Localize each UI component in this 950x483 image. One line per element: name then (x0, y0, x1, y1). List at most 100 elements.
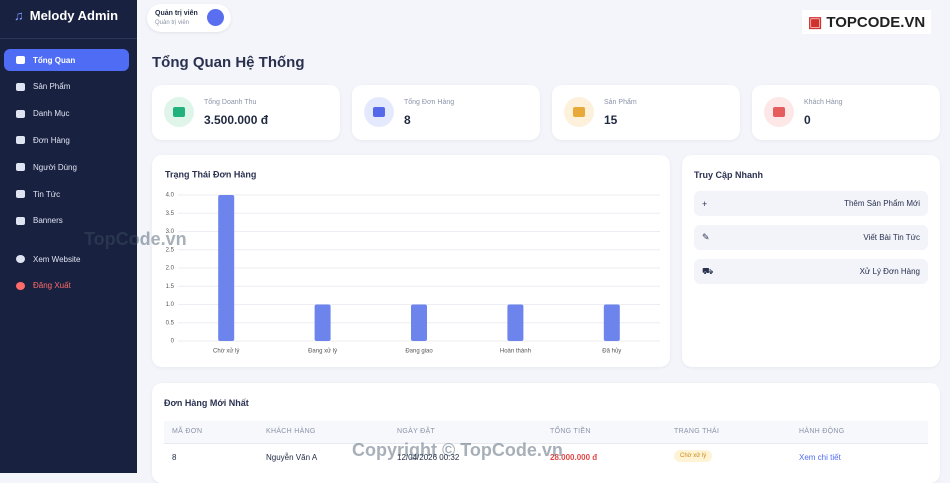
nav-item[interactable]: Xem Website (4, 248, 129, 270)
watermark-text: TOPCODE.VN (826, 14, 926, 31)
nav-label: Tin Tức (33, 189, 61, 199)
bar (314, 304, 331, 341)
nav-item[interactable]: Tổng Quan (4, 49, 129, 71)
quick-label: Xử Lý Đơn Hàng (859, 267, 920, 276)
nav-item[interactable]: Banners (4, 210, 129, 232)
nav-item[interactable]: Đơn Hàng (4, 129, 129, 151)
x-tick-label: Đang xử lý (308, 348, 337, 355)
nav-label: Đơn Hàng (33, 135, 70, 145)
quick-title: Truy Cập Nhanh (694, 170, 764, 180)
y-tick-label: 0.5 (166, 320, 175, 326)
nav-label: Xem Website (33, 254, 81, 264)
nav-icon (16, 163, 25, 172)
stat-card: Khách Hàng 0 (752, 85, 940, 140)
view-link[interactable]: Xem chi tiết (799, 453, 841, 462)
table-cell: Nguyễn Văn A (266, 453, 318, 462)
quick-button[interactable]: ✎ Viết Bài Tin Tức (694, 225, 928, 250)
sidebar: ♫ Melody Admin Tổng Quan Sản Phẩm Danh Mục Đ… (0, 0, 137, 473)
table-cell: 28.000.000 đ (550, 453, 598, 462)
table-card: Đơn Hàng Mới Nhất MÃ ĐƠN KHÁCH HÀNG NGÀY Đ… (152, 383, 940, 483)
nav-icon (16, 281, 25, 290)
avatar (207, 9, 224, 26)
bar (218, 195, 235, 341)
watermark-logo: ▣ TOPCODE.VN (802, 10, 932, 34)
table-header: TRẠNG THÁI (674, 428, 720, 435)
bar (603, 304, 620, 341)
y-tick-label: 1.5 (166, 284, 175, 290)
user-name: Quản trị viên (155, 10, 198, 17)
stat-icon (564, 97, 594, 127)
y-tick-label: 1.0 (166, 302, 175, 308)
table-cell: 12/04/2026 00:32 (397, 453, 460, 462)
table-header: HÀNH ĐỘNG (799, 428, 845, 435)
y-tick-label: 2.5 (166, 247, 175, 253)
nav-item[interactable]: Danh Mục (4, 103, 129, 125)
nav-label: Người Dùng (33, 162, 77, 172)
bar (411, 304, 427, 341)
y-tick-label: 0 (171, 339, 175, 345)
user-role: Quản trị viên (155, 20, 190, 26)
stat-icon-glyph (373, 107, 385, 117)
x-tick-label: Hoàn thành (500, 349, 531, 355)
nav-label: Đăng Xuất (33, 281, 71, 291)
brand-text: Melody Admin (29, 8, 119, 23)
x-tick-label: Đã hủy (602, 348, 621, 355)
chart-card: Trạng Thái Đơn Hàng 0 0.5 1.0 1.5 2.0 2.5 3.0 3… (152, 155, 670, 367)
stat-icon-glyph (773, 107, 785, 117)
nav-icon (16, 216, 25, 225)
page-title: Tổng Quan Hệ Thống (152, 54, 305, 71)
stat-icon (364, 97, 394, 127)
nav-icon (16, 56, 25, 64)
stat-label: Tổng Đơn Hàng (404, 99, 455, 106)
stat-icon (164, 97, 194, 127)
nav-icon (16, 255, 25, 263)
chart-title: Trạng Thái Đơn Hàng (165, 169, 256, 179)
nav-item[interactable]: Đăng Xuất (4, 275, 129, 297)
table-title: Đơn Hàng Mới Nhất (164, 398, 249, 408)
y-tick-label: 3.5 (166, 211, 175, 217)
x-tick-label: Chờ xử lý (213, 348, 239, 355)
stat-icon (764, 97, 794, 127)
brand: ♫ Melody Admin (14, 8, 119, 23)
nav-item[interactable]: Người Dùng (4, 156, 129, 178)
quick-icon: ⛟ (702, 265, 714, 276)
stat-icon-glyph (573, 107, 585, 117)
stat-value: 15 (604, 113, 618, 127)
nav-label: Sản Phẩm (33, 82, 71, 92)
table-header: MÃ ĐƠN (172, 428, 203, 435)
y-tick-label: 2.0 (166, 266, 175, 272)
quick-label: Viết Bài Tin Tức (863, 233, 920, 242)
nav-item[interactable]: Tin Tức (4, 183, 129, 205)
quick-button[interactable]: ⛟ Xử Lý Đơn Hàng (694, 259, 928, 284)
stat-label: Khách Hàng (804, 99, 843, 106)
stat-card: Tổng Đơn Hàng 8 (352, 85, 540, 140)
user-pill[interactable]: Quản trị viên Quản trị viên (147, 4, 231, 32)
chart: Trạng Thái Đơn Hàng 0 0.5 1.0 1.5 2.0 2.5 3.0 3… (165, 169, 660, 355)
stat-card: Tổng Doanh Thu 3.500.000 đ (152, 85, 340, 140)
table-header: TỔNG TIỀN (550, 428, 591, 435)
nav-item[interactable]: Sản Phẩm (4, 76, 129, 98)
quick-label: Thêm Sản Phẩm Mới (844, 199, 920, 208)
stat-label: Tổng Doanh Thu (204, 99, 257, 106)
stat-card: Sản Phẩm 15 (552, 85, 740, 140)
stat-icon-glyph (173, 107, 185, 117)
quick-button[interactable]: + Thêm Sản Phẩm Mới (694, 191, 928, 216)
stat-value: 8 (404, 113, 411, 127)
y-tick-label: 4.0 (166, 193, 175, 199)
table-head (164, 421, 928, 443)
nav-label: Banners (33, 216, 63, 226)
stat-label: Sản Phẩm (604, 99, 637, 106)
quick-card: Truy Cập Nhanh + Thêm Sản Phẩm Mới ✎ Viết B… (682, 155, 940, 367)
row-divider (164, 443, 928, 444)
table-header: KHÁCH HÀNG (266, 428, 316, 435)
stat-value: 3.500.000 đ (204, 113, 269, 127)
y-tick-label: 3.0 (166, 229, 175, 235)
table-cell: Chờ xử lý (674, 450, 713, 462)
table-header: NGÀY ĐẶT (397, 428, 436, 435)
nav-icon (16, 190, 25, 198)
quick-icon: + (702, 198, 708, 209)
x-tick-label: Đang giao (405, 349, 433, 355)
nav-label: Danh Mục (33, 109, 70, 119)
